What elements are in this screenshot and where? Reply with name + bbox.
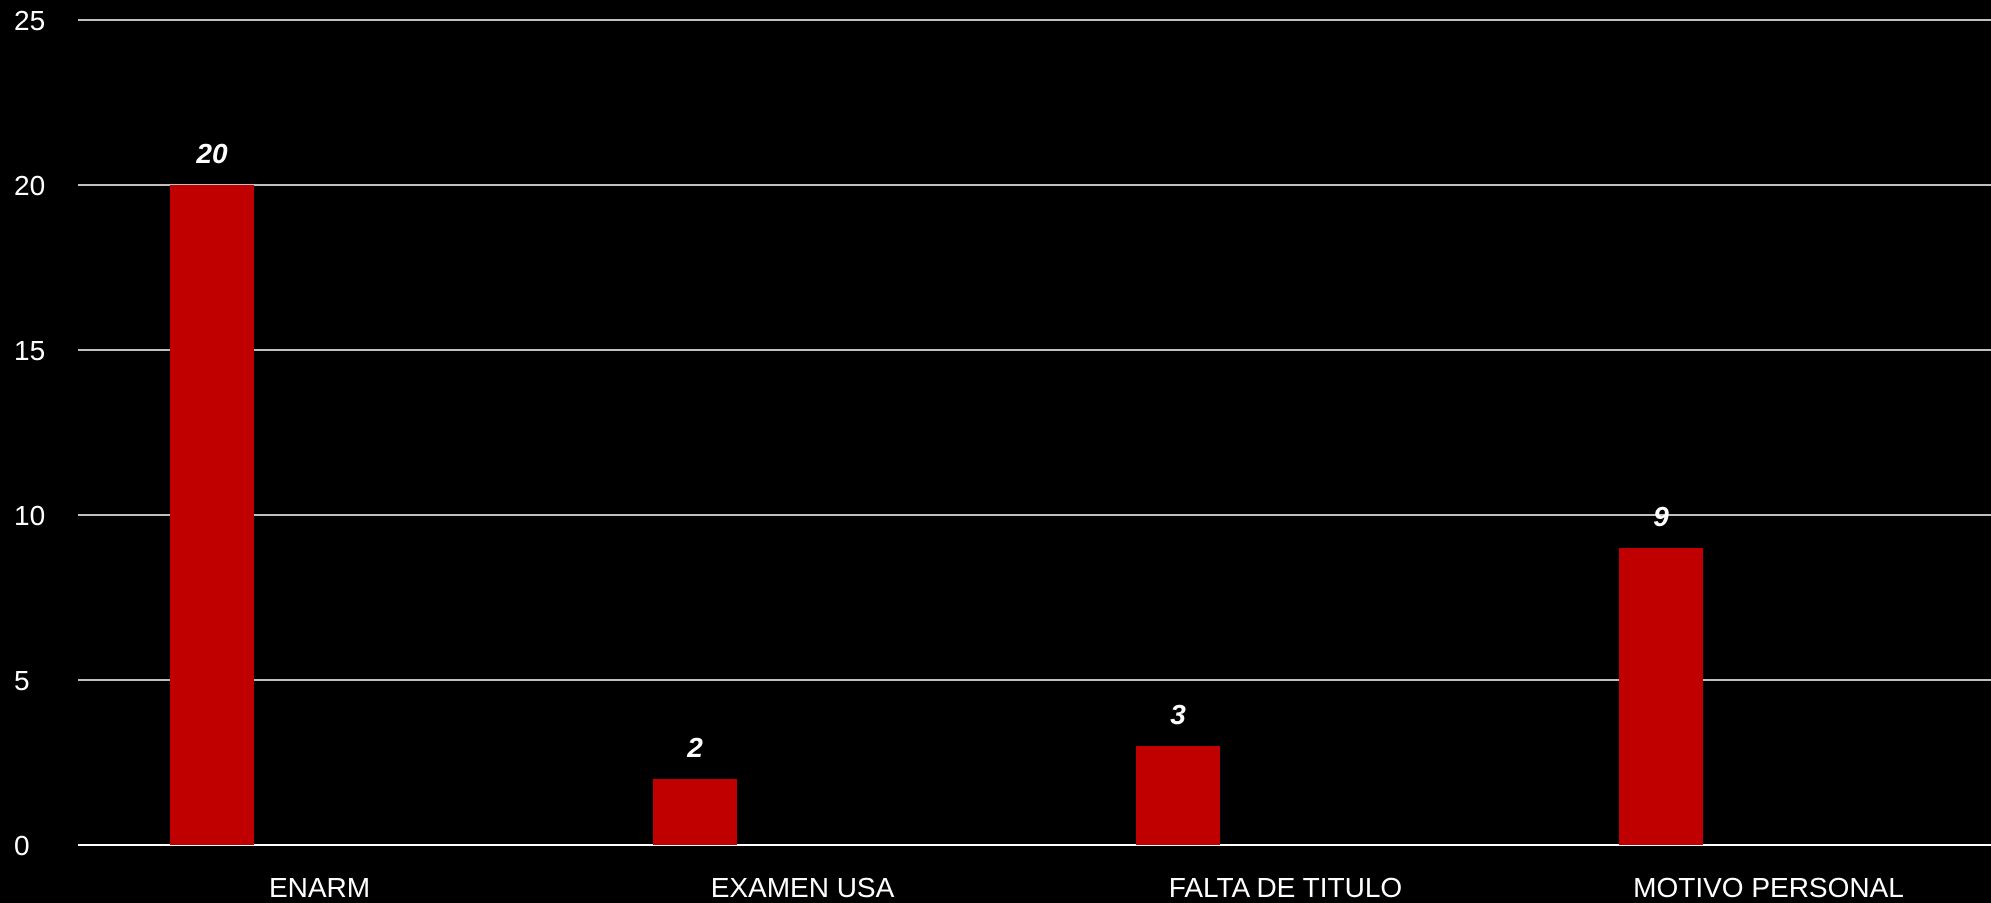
bars <box>170 185 1703 845</box>
y-tick-label: 5 <box>14 665 30 696</box>
bar <box>653 779 737 845</box>
y-tick-label: 10 <box>14 500 45 531</box>
bar-data-label: 3 <box>1170 699 1186 730</box>
data-labels: 20 2 3 9 <box>195 138 1669 763</box>
y-tick-label: 15 <box>14 335 45 366</box>
bar-data-label: 20 <box>195 138 228 169</box>
y-tick-label: 25 <box>14 5 45 36</box>
y-axis-ticks: 0 5 10 15 20 25 <box>14 5 45 861</box>
bar <box>1619 548 1703 845</box>
bar <box>1136 746 1220 845</box>
y-tick-label: 20 <box>14 170 45 201</box>
x-category-label: EXAMEN USA <box>711 872 895 903</box>
y-tick-label: 0 <box>14 830 30 861</box>
bar <box>170 185 254 845</box>
bar-data-label: 9 <box>1653 501 1669 532</box>
gridlines <box>78 19 1991 846</box>
x-category-label: MOTIVO PERSONAL <box>1633 872 1904 903</box>
bar-data-label: 2 <box>686 732 703 763</box>
x-category-label: FALTA DE TITULO <box>1169 872 1402 903</box>
x-axis-categories: ENARM EXAMEN USA FALTA DE TITULO MOTIVO PER… <box>269 872 1904 903</box>
x-category-label: ENARM <box>269 872 370 903</box>
